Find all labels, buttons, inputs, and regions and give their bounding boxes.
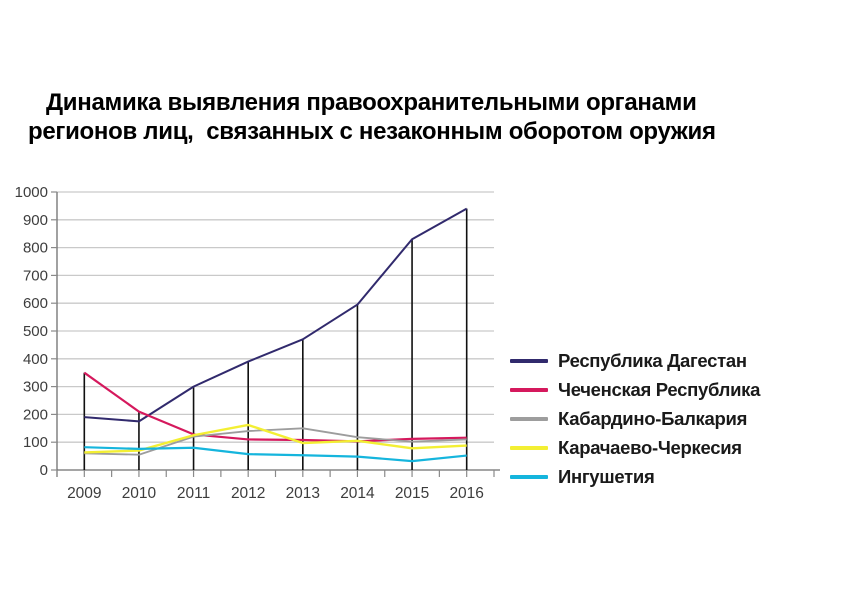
x-axis-label: 2010 bbox=[122, 485, 157, 502]
y-axis-label: 400 bbox=[23, 351, 48, 368]
y-axis-label: 300 bbox=[23, 379, 48, 396]
y-axis-label: 1000 bbox=[15, 184, 48, 201]
x-axis-label: 2011 bbox=[177, 485, 210, 502]
x-axis-label: 2013 bbox=[286, 485, 320, 502]
legend-item: Республика Дагестан bbox=[510, 346, 760, 375]
y-axis-label: 700 bbox=[23, 267, 48, 284]
legend-swatch bbox=[510, 474, 548, 479]
legend-swatch bbox=[510, 387, 548, 392]
legend-label: Чеченская Республика bbox=[558, 378, 761, 400]
y-axis-label: 800 bbox=[23, 240, 48, 257]
chart-title-line1: Динамика выявления правоохранительными о… bbox=[46, 89, 697, 116]
legend-swatch bbox=[510, 416, 548, 421]
x-axis-label: 2015 bbox=[395, 485, 429, 502]
chart-title: Динамика выявления правоохранительными о… bbox=[28, 88, 818, 146]
y-axis-label: 500 bbox=[23, 323, 48, 340]
legend-item: Ингушетия bbox=[510, 462, 760, 491]
series-line bbox=[84, 427, 467, 456]
y-axis-label: 200 bbox=[23, 406, 48, 423]
legend-item: Чеченская Республика bbox=[510, 375, 760, 404]
legend-label: Карачаево-Черкесия bbox=[558, 436, 742, 458]
chart-title-line2: регионов лиц, связанных с незаконным обо… bbox=[28, 118, 716, 145]
series-line bbox=[83, 371, 467, 443]
legend-item: Карачаево-Черкесия bbox=[510, 433, 760, 462]
legend-label: Кабардино-Балкария bbox=[558, 407, 748, 429]
series-line bbox=[84, 446, 467, 463]
legend-label: Республика Дагестан bbox=[558, 349, 747, 371]
x-axis-label: 2009 bbox=[67, 485, 101, 502]
y-axis-label: 0 bbox=[40, 462, 48, 479]
y-axis-label: 100 bbox=[23, 434, 48, 451]
x-axis-label: 2012 bbox=[231, 485, 265, 502]
legend-swatch bbox=[510, 358, 548, 363]
y-axis-label: 900 bbox=[23, 212, 48, 229]
x-axis-label: 2016 bbox=[449, 485, 483, 502]
legend-label: Ингушетия bbox=[558, 465, 655, 487]
x-axis-label: 2014 bbox=[340, 485, 375, 502]
legend-item: Кабардино-Балкария bbox=[510, 404, 760, 433]
legend: Республика Дагестан Чеченская Республика К… bbox=[510, 346, 760, 491]
series-line bbox=[84, 207, 468, 423]
legend-swatch bbox=[510, 445, 548, 450]
y-axis-label: 600 bbox=[23, 295, 48, 312]
